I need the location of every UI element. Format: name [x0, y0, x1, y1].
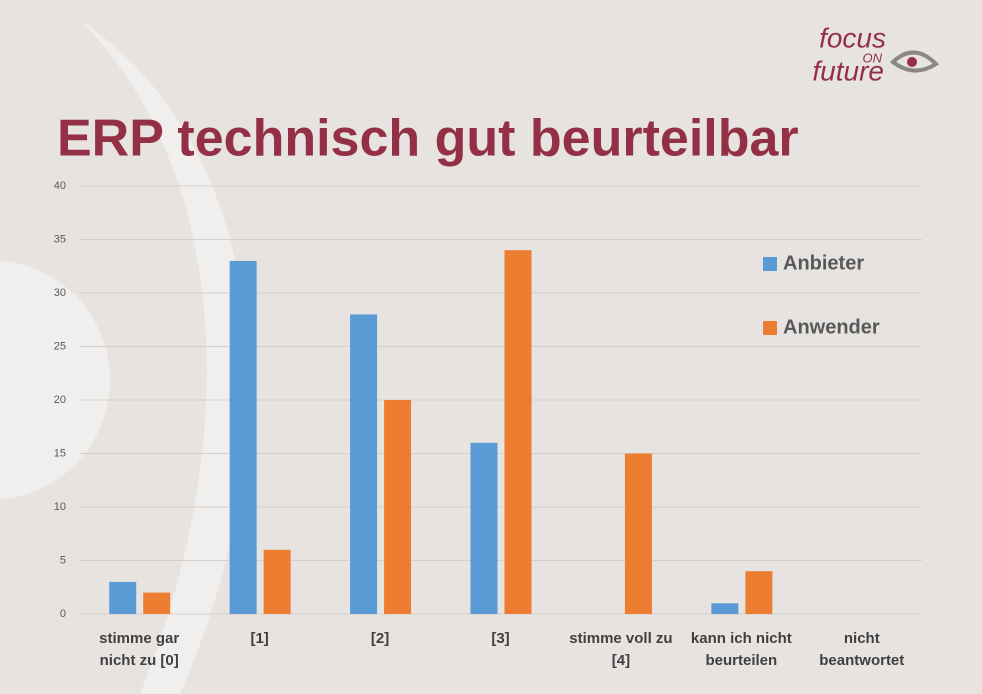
- y-tick-label: 5: [60, 554, 66, 566]
- bar: [109, 581, 137, 614]
- x-tick-label: kann ich nicht beurteilen: [690, 630, 792, 669]
- x-tick-label: stimme gar nicht zu [0]: [99, 630, 180, 669]
- logo-eye: [889, 50, 940, 73]
- logo-text: ON: [863, 50, 883, 65]
- bar: [745, 571, 773, 614]
- legend-swatch: [763, 257, 777, 271]
- logo-pupil: [907, 57, 917, 67]
- bar: [263, 549, 291, 614]
- y-tick-label: 10: [54, 501, 66, 513]
- decor-swoosh: [80, 20, 249, 694]
- y-tick-label: 20: [54, 394, 66, 406]
- y-tick-label: 35: [54, 233, 66, 245]
- bar: [229, 260, 257, 614]
- bar: [504, 250, 532, 614]
- bar: [470, 442, 498, 614]
- y-tick-label: 25: [54, 340, 66, 352]
- x-tick-label: nicht beantwortet: [819, 630, 905, 669]
- legend-swatch: [763, 321, 777, 335]
- y-tick-label: 15: [54, 447, 66, 459]
- x-tick-label: [2]: [370, 630, 390, 647]
- legend-label: Anwender: [783, 316, 880, 338]
- legend-label: Anbieter: [783, 252, 864, 274]
- y-tick-label: 30: [54, 287, 66, 299]
- x-tick-label: stimme voll zu [4]: [569, 630, 673, 669]
- decor-circle: [0, 260, 110, 500]
- bar: [350, 314, 378, 614]
- y-tick-label: 40: [54, 180, 66, 192]
- bar: [143, 592, 171, 614]
- chart-title: ERP technisch gut beurteilbar: [57, 110, 799, 168]
- logo-text: future: [812, 55, 884, 86]
- y-tick-label: 0: [60, 608, 66, 620]
- bar: [711, 603, 739, 614]
- x-tick-label: [3]: [491, 630, 510, 647]
- bar: [384, 400, 412, 614]
- logo-text: focus: [819, 22, 886, 53]
- bar: [624, 453, 652, 614]
- x-tick-label: [1]: [250, 630, 269, 647]
